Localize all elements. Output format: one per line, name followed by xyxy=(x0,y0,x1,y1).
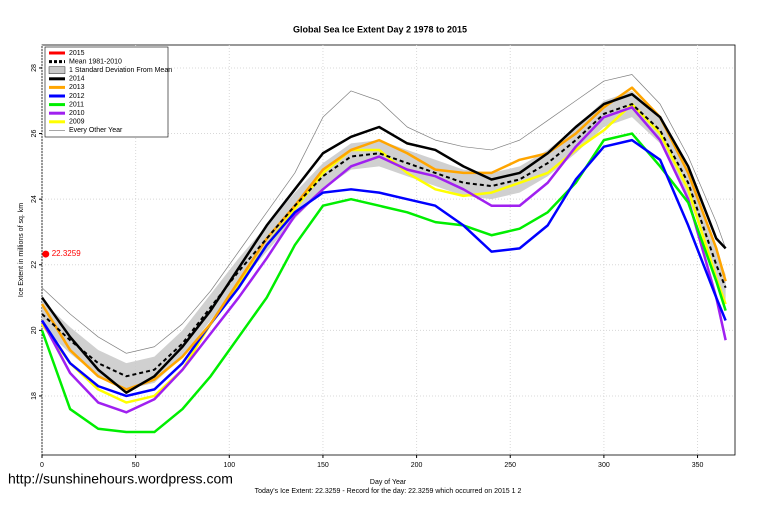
legend-label: 2013 xyxy=(69,84,85,91)
legend-label: 2014 xyxy=(69,76,85,83)
legend-swatch xyxy=(48,66,66,74)
legend-label: 2011 xyxy=(69,101,84,108)
y-axis-label: Ice Extent in millions of sq. km xyxy=(18,203,25,297)
series-line xyxy=(41,103,727,378)
point xyxy=(42,250,50,258)
legend-label: 2009 xyxy=(69,119,85,126)
data-label: 22.3259 xyxy=(52,249,81,258)
series-line xyxy=(40,86,727,391)
x-tick-label: 200 xyxy=(411,462,423,469)
series-line xyxy=(40,138,727,398)
y-tick-label: 26 xyxy=(31,130,38,138)
x-tick-label: 50 xyxy=(132,462,140,469)
legend-box xyxy=(44,46,169,138)
legend-label: Mean 1981-2010 xyxy=(69,58,122,65)
legend-label: Every Other Year xyxy=(69,127,123,134)
y-tick-label: 20 xyxy=(31,326,38,334)
legend-label: 2010 xyxy=(69,110,85,117)
std-band xyxy=(42,90,726,390)
y-tick-label: 22 xyxy=(31,261,38,269)
y-tick-label: 18 xyxy=(31,392,38,400)
legend-label: 2012 xyxy=(69,93,85,100)
subtitle: Today's Ice Extent: 22.3259 - Record for… xyxy=(255,488,522,495)
y-tick-label: 28 xyxy=(31,64,38,72)
series-line xyxy=(40,106,727,414)
x-tick-label: 300 xyxy=(598,462,610,469)
series-line xyxy=(40,92,727,394)
legend-label: 1 Standard Deviation From Mean xyxy=(69,67,172,74)
x-tick-label: 0 xyxy=(40,462,44,469)
x-tick-label: 150 xyxy=(317,462,329,469)
y-tick-label: 24 xyxy=(31,195,38,203)
watermark: http://sunshinehours.wordpress.com xyxy=(8,471,233,487)
x-tick-label: 250 xyxy=(504,462,516,469)
x-tick-label: 100 xyxy=(223,462,235,469)
chart-title: Global Sea Ice Extent Day 2 1978 to 2015 xyxy=(293,24,467,34)
legend-label: 2015 xyxy=(69,50,85,57)
series-line xyxy=(40,132,727,434)
series-line xyxy=(41,74,726,354)
x-axis-label: Day of Year xyxy=(370,479,407,486)
x-tick-label: 350 xyxy=(692,462,704,469)
